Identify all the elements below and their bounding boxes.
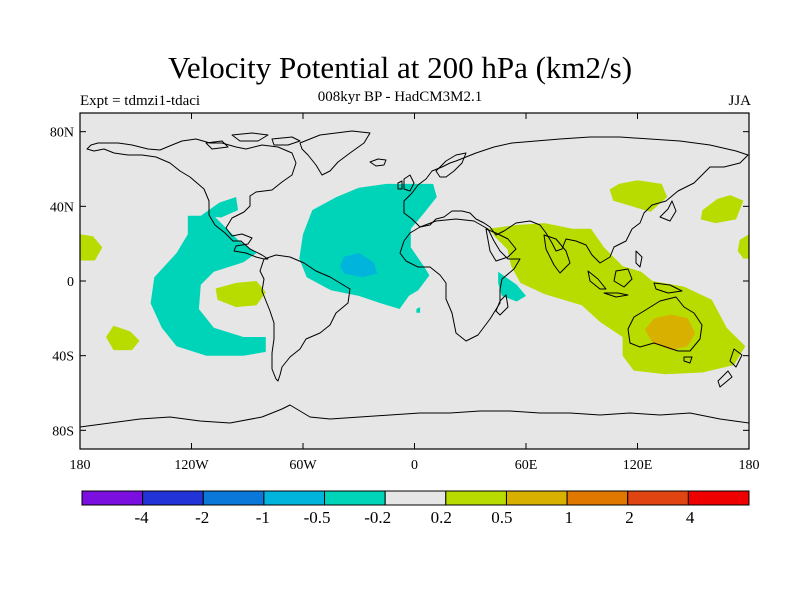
colorbar-swatch — [142, 490, 204, 506]
colorbar: -4 -2 -1 -0.5 -0.2 0.2 0.5 1 2 4 — [81, 490, 750, 527]
colorbar-swatch — [627, 490, 689, 506]
lat-tick-label: 80S — [52, 424, 74, 439]
field-australia-core — [644, 314, 696, 351]
coastline-india — [543, 234, 571, 274]
coastline-greenland — [299, 130, 371, 176]
coastline-british-isles — [397, 174, 415, 192]
axis-ticks: 80N 40N 0 40S 80S 180 120W 60W 0 60E 120E 180 — [50, 113, 760, 473]
coastline-java — [603, 292, 629, 298]
coastline-south-america — [259, 254, 351, 382]
lon-tick-label: 0 — [411, 458, 418, 473]
coastline-eurasia — [403, 136, 749, 264]
colorbar-label: -0.5 — [304, 508, 331, 527]
colorbar-swatch — [202, 490, 265, 506]
coastline-iceland — [369, 158, 387, 167]
field-south-pacific-positive — [106, 325, 140, 351]
colorbar-label: 0.2 — [431, 508, 452, 527]
field-atlantic-core — [340, 253, 378, 278]
field-east-pacific-positive — [215, 281, 266, 308]
subtitle: 008kyr BP - HadCM3M2.1 — [317, 89, 483, 105]
coastline-japan — [659, 200, 677, 222]
coastline-arabia — [485, 228, 517, 262]
lon-tick-label: 180 — [70, 458, 91, 473]
field-dateline-west-positive — [80, 234, 103, 261]
lat-tick-label: 80N — [50, 126, 74, 141]
field-west-atlantic-tongue — [200, 197, 238, 218]
experiment-label: Expt = tdmzi1-tdaci — [80, 93, 201, 109]
lon-tick-label: 60W — [289, 458, 317, 473]
field-pacific-north-positive — [700, 195, 744, 224]
lat-tick-label: 0 — [67, 275, 74, 290]
coastline-new-guinea — [653, 282, 683, 294]
coastline-tasmania — [683, 356, 693, 364]
colorbar-swatch — [384, 490, 447, 506]
coastline-philippines — [635, 250, 643, 268]
field-pacific-negative — [150, 215, 266, 356]
coastline-arctic-islands — [205, 132, 301, 150]
colorbar-label: -1 — [256, 508, 270, 527]
colorbar-label: 0.5 — [491, 508, 512, 527]
coastline-madagascar — [495, 294, 509, 316]
season-label: JJA — [728, 93, 751, 109]
colorbar-swatch — [505, 490, 568, 506]
coastline-scandinavia — [435, 152, 467, 178]
field-asia-north-positive — [609, 180, 668, 212]
field-east-africa-negative — [498, 271, 526, 302]
field-south-atlantic-dot — [416, 307, 421, 313]
lon-tick-label: 180 — [739, 458, 760, 473]
colorbar-swatch — [263, 490, 326, 506]
coastline-sumatra — [587, 270, 607, 290]
colorbar-label: -2 — [195, 508, 209, 527]
colorbar-label: -0.2 — [364, 508, 391, 527]
lat-tick-label: 40N — [50, 200, 74, 215]
coastline-new-zealand — [717, 348, 743, 388]
coastline-australia — [627, 296, 703, 352]
coastline-antarctica — [80, 404, 749, 428]
colorbar-swatch — [566, 490, 629, 506]
lon-tick-label: 120W — [174, 458, 209, 473]
coastline-borneo — [613, 268, 633, 288]
colorbar-label: 2 — [625, 508, 634, 527]
lat-tick-label: 40S — [52, 350, 74, 365]
colorbar-swatch — [445, 490, 507, 506]
field-shading — [80, 180, 749, 375]
coastline-africa — [399, 218, 521, 342]
colorbar-label: 1 — [565, 508, 574, 527]
field-atlantic-negative — [299, 183, 437, 309]
coastlines — [80, 130, 749, 428]
colorbar-swatch — [81, 490, 144, 506]
colorbar-swatch — [687, 490, 750, 506]
page-title: Velocity Potential at 200 hPa (km2/s) — [167, 50, 633, 85]
field-dateline-east-positive — [737, 234, 749, 259]
lon-tick-label: 120E — [623, 458, 653, 473]
colorbar-label: -4 — [134, 508, 149, 527]
lon-tick-label: 60E — [515, 458, 538, 473]
colorbar-label: 4 — [686, 508, 695, 527]
colorbar-swatch — [324, 490, 386, 506]
